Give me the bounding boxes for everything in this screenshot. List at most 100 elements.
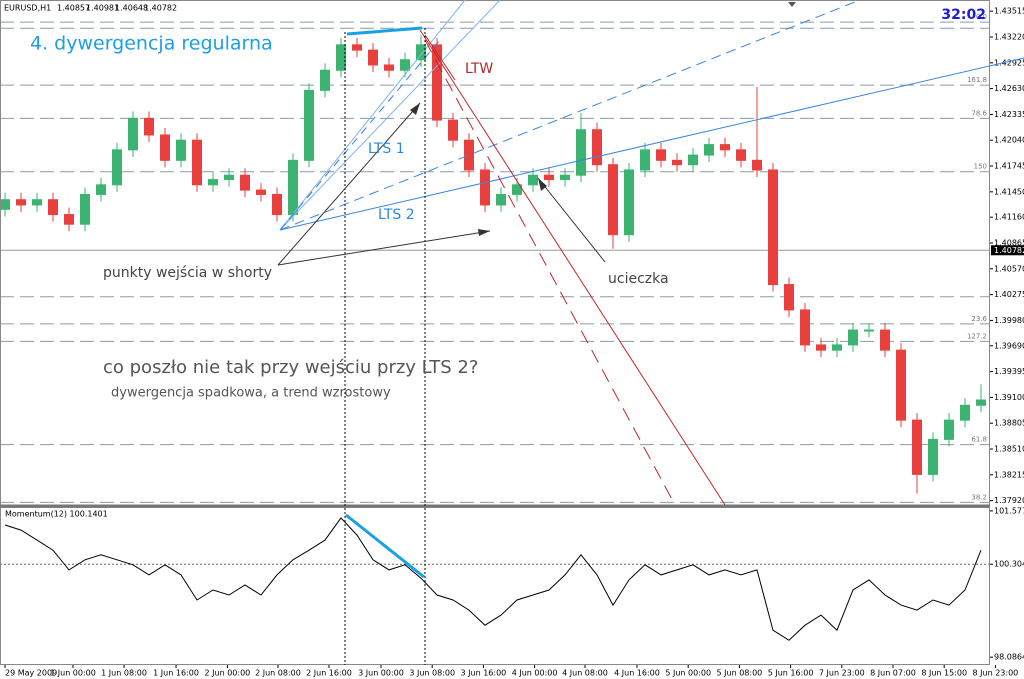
ohlc-low: 1.40648 [115, 4, 148, 13]
last-price-label: 1.40782 [994, 246, 1024, 255]
trendline [279, 0, 501, 231]
x-tick-label: 5 Jun 16:00 [768, 669, 814, 678]
y-tick-label: 1.42630 [994, 84, 1024, 93]
y-tick-label: 1.37920 [994, 496, 1024, 505]
candle-body [608, 164, 618, 236]
y-tick-label: 1.38510 [994, 445, 1024, 454]
y-tick-label: 1.43515 [994, 7, 1024, 16]
candle-body [928, 438, 938, 475]
arrow [277, 102, 421, 266]
candle-body [144, 117, 154, 136]
x-tick-label: 8 Jun 23:00 [973, 669, 1019, 678]
candle-body [32, 199, 42, 206]
candle-body [656, 149, 666, 161]
annotation: co poszło nie tak przy wejściu przy LTS … [103, 357, 478, 378]
y-tick-label: 1.42040 [994, 136, 1024, 145]
annotation: dywergencja spadkowa, a trend wzrostowy [111, 386, 391, 401]
candle-body [512, 184, 522, 195]
candle-body [160, 134, 170, 161]
x-tick-label: 7 Jun 23:00 [819, 669, 865, 678]
candle-body [288, 159, 298, 216]
x-tick-label: 4 Jun 08:00 [562, 669, 608, 678]
y-tick-label: 98.0864 [994, 653, 1024, 662]
candle-body [784, 284, 794, 311]
level-label: 150 [974, 163, 987, 171]
x-tick-label: 1 Jun 08:00 [101, 669, 147, 678]
arrow [537, 177, 606, 263]
y-tick-label: 1.43220 [994, 32, 1024, 41]
x-tick-label: 2 Jun 16:00 [306, 669, 352, 678]
symbol: EURUSD,H1 [4, 4, 51, 13]
candle-body [752, 159, 762, 171]
y-tick-label: 1.39100 [994, 393, 1024, 402]
candle-body [544, 174, 554, 181]
x-tick-label: 3 Jun 16:00 [461, 669, 507, 678]
candle-body [384, 64, 394, 71]
candle-body [640, 149, 650, 171]
candle-body [480, 169, 490, 206]
candle-body [96, 184, 106, 195]
candle-body [48, 199, 58, 216]
level-label: 61.8 [971, 436, 987, 444]
candle-body [64, 214, 74, 225]
candle-body [128, 117, 138, 151]
annotation: punkty wejścia w shorty [103, 265, 272, 281]
candle-body [976, 399, 986, 406]
trendline [279, 0, 466, 231]
x-tick-label: 4 Jun 16:00 [614, 669, 660, 678]
x-tick-label: 2 Jun 00:00 [205, 669, 251, 678]
last-price-box [991, 245, 1024, 256]
candle-body [528, 174, 538, 186]
candle-body [0, 199, 10, 210]
annotation: LTS 2 [378, 207, 415, 223]
y-tick-label: 101.5772 [994, 506, 1024, 515]
y-tick-label: 1.41160 [994, 213, 1024, 222]
candle-body [832, 344, 842, 351]
candle-body [944, 419, 954, 440]
divergence-line [345, 513, 425, 579]
candle-body [848, 329, 858, 346]
drawings [277, 0, 1024, 665]
candle-body [896, 349, 906, 421]
x-tick-label: 4 Jun 00:00 [512, 669, 558, 678]
candle-body [720, 144, 730, 151]
x-tick-label: 1 Jun 16:00 [153, 669, 199, 678]
momentum-line [4, 517, 982, 641]
annotation: LTW [465, 61, 493, 77]
ohlc-open: 1.40857 [57, 4, 90, 13]
candle-body [16, 199, 26, 206]
candle-body [688, 154, 698, 166]
candle-body [368, 49, 378, 66]
candle-body [816, 344, 826, 351]
y-tick-label: 1.38215 [994, 470, 1024, 479]
trendline [279, 0, 861, 231]
y-tick-label: 1.41745 [994, 162, 1024, 171]
ohlc-close: 1.40782 [144, 4, 177, 13]
level-label: 38.2 [971, 493, 987, 501]
arrowhead [478, 229, 490, 236]
timer: 32:02 [941, 7, 986, 23]
candle-body [256, 189, 266, 195]
divergence-line [346, 26, 423, 36]
y-tick-label: 1.42335 [994, 110, 1024, 119]
candle-body [672, 159, 682, 166]
y-tick-label: 1.39395 [994, 367, 1024, 376]
x-tick-label: 5 Jun 08:00 [717, 669, 763, 678]
candle-body [240, 174, 250, 191]
y-tick-label: 1.40570 [994, 264, 1024, 273]
y-tick-label: 1.42925 [994, 58, 1024, 67]
candle-body [704, 144, 714, 156]
ohlc-high: 1.40981 [86, 4, 119, 13]
level-label: 161.8 [967, 76, 987, 84]
x-tick-label: 1 Jun 00:00 [50, 669, 96, 678]
indicator-title: Momentum(12) 100.1401 [5, 510, 108, 519]
candle-body [464, 139, 474, 171]
candle-body [496, 193, 506, 206]
y-tick-label: 1.41450 [994, 187, 1024, 196]
y-tick-label: 100.3048 [994, 560, 1024, 569]
candle-body [864, 329, 874, 332]
candle-body [224, 174, 234, 181]
y-tick-label: 1.38805 [994, 419, 1024, 428]
candle-body [624, 169, 634, 236]
